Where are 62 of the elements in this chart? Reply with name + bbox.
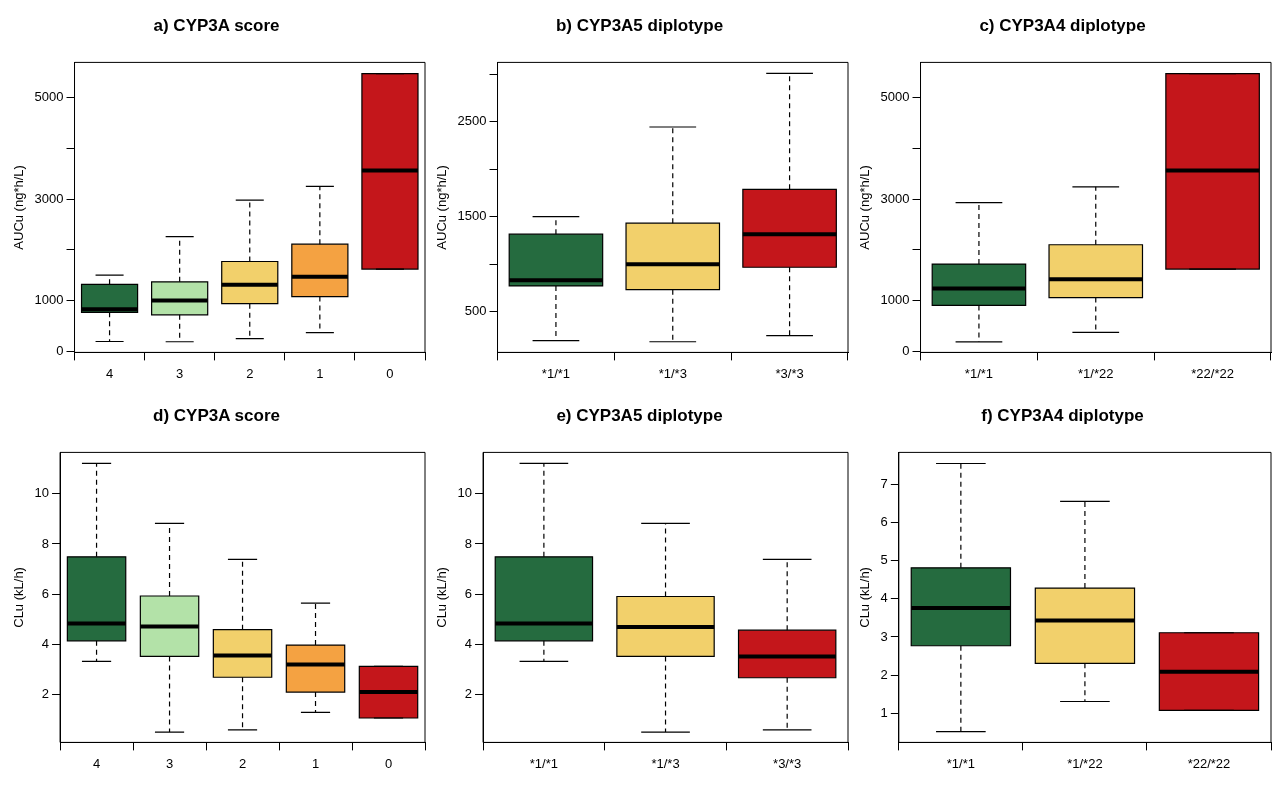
y-tick-label: 3000 — [880, 190, 910, 206]
x-tick-label: *1/*3 — [658, 365, 687, 381]
y-tick-label: 6 — [464, 585, 473, 601]
x-tick-label: 3 — [176, 365, 184, 381]
x-tick-label: *1/*3 — [651, 755, 680, 771]
x-tick-label: 2 — [246, 365, 254, 381]
y-tick-label: 1 — [880, 704, 888, 720]
chart-title: b) CYP3A5 diplotype — [555, 15, 724, 35]
y-tick-label: 0 — [902, 342, 910, 358]
chart-title: e) CYP3A5 diplotype — [556, 405, 723, 425]
y-tick-label: 4 — [880, 590, 888, 606]
x-tick-label: *1/*1 — [946, 755, 975, 771]
x-tick-label: 1 — [311, 755, 320, 771]
y-tick-label: 8 — [464, 535, 473, 551]
chart-title: a) CYP3A score — [153, 15, 280, 35]
y-tick-label: 0 — [56, 342, 64, 358]
y-tick-label: 2500 — [457, 113, 487, 129]
x-tick-label: *1/*22 — [1067, 755, 1103, 771]
y-tick-label: 2 — [41, 686, 50, 702]
x-tick-label: 3 — [165, 755, 174, 771]
y-tick-label: 10 — [34, 485, 50, 501]
y-tick-label: 2 — [464, 686, 473, 702]
y-axis-title: AUCu (ng*h/L) — [857, 165, 873, 250]
x-tick-label: 0 — [386, 365, 394, 381]
y-axis-title: CLu (kL/h) — [857, 567, 873, 628]
y-tick-label: 3 — [880, 628, 888, 644]
y-axis-title: AUCu (ng*h/L) — [11, 165, 27, 250]
y-tick-label: 6 — [41, 585, 50, 601]
x-tick-label: 0 — [384, 755, 393, 771]
y-tick-label: 2 — [880, 666, 888, 682]
chart-title: c) CYP3A4 diplotype — [979, 15, 1146, 35]
x-tick-label: 4 — [92, 755, 101, 771]
y-tick-label: 4 — [464, 636, 473, 652]
y-axis-title: CLu (kL/h) — [434, 567, 450, 628]
x-tick-label: *3/*3 — [775, 365, 804, 381]
x-tick-label: *22/*22 — [1187, 755, 1231, 771]
y-tick-label: 5000 — [34, 89, 64, 105]
x-tick-label: *1/*1 — [964, 365, 994, 381]
y-tick-label: 5000 — [880, 89, 910, 105]
x-tick-label: 4 — [105, 365, 114, 381]
y-axis-title: AUCu (ng*h/L) — [434, 165, 450, 250]
x-tick-label: *1/*22 — [1078, 365, 1114, 381]
y-axis-title: CLu (kL/h) — [11, 567, 27, 628]
x-tick-label: *1/*1 — [529, 755, 558, 771]
y-tick-label: 7 — [880, 475, 888, 491]
x-tick-label: *22/*22 — [1191, 365, 1234, 381]
y-tick-label: 5 — [880, 552, 888, 568]
y-tick-label: 1000 — [880, 292, 910, 308]
y-tick-label: 10 — [457, 485, 473, 501]
x-tick-label: 1 — [316, 365, 324, 381]
y-tick-label: 500 — [464, 303, 487, 319]
y-tick-label: 4 — [41, 636, 50, 652]
y-tick-label: 6 — [880, 513, 888, 529]
y-tick-label: 3000 — [34, 190, 64, 206]
x-tick-label: 2 — [238, 755, 247, 771]
y-tick-label: 1000 — [34, 292, 64, 308]
chart-title: d) CYP3A score — [153, 405, 280, 425]
y-tick-label: 8 — [41, 535, 50, 551]
x-tick-label: *3/*3 — [773, 755, 802, 771]
y-tick-label: 1500 — [457, 208, 487, 224]
x-tick-label: *1/*1 — [541, 365, 571, 381]
chart-title: f) CYP3A4 diplotype — [981, 405, 1144, 425]
